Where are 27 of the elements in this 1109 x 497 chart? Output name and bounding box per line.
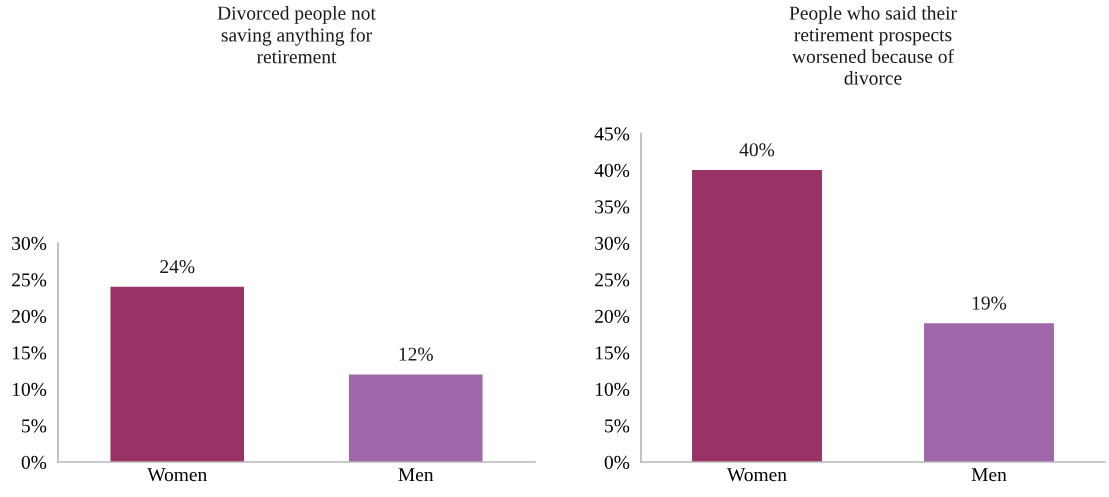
data-label: 19%: [972, 296, 1007, 310]
y-tick-label: 5%: [605, 419, 630, 433]
y-tick-label: 40%: [594, 163, 630, 177]
data-label: 12%: [399, 347, 433, 361]
y-tick-label: 45%: [594, 127, 630, 141]
x-tick-label: Men: [971, 468, 1007, 482]
data-label: 24%: [160, 260, 195, 274]
y-tick-label: 35%: [595, 200, 630, 214]
y-tick-label: 0%: [21, 455, 47, 469]
y-tick-label: 30%: [595, 236, 630, 250]
y-tick-label: 25%: [595, 273, 630, 287]
y-tick-label: 10%: [12, 382, 47, 396]
y-tick-label: 30%: [12, 236, 47, 250]
x-tick-label: Women: [147, 468, 207, 482]
chart-title: Divorced people not saving anything for retirement: [217, 6, 376, 64]
data-label: 40%: [739, 143, 775, 157]
chart-title: People who said their retirement prospects worsened because of divorce: [789, 6, 957, 85]
y-tick-label: 25%: [12, 273, 47, 287]
x-tick-label: Women: [727, 468, 787, 482]
x-tick-label: Men: [398, 468, 434, 482]
y-tick-label: 0%: [604, 455, 630, 469]
y-tick-label: 20%: [12, 309, 47, 323]
y-tick-label: 15%: [12, 346, 47, 360]
y-tick-label: 10%: [595, 382, 630, 396]
y-tick-label: 5%: [22, 419, 47, 433]
y-tick-label: 15%: [595, 346, 630, 360]
y-tick-label: 20%: [595, 309, 630, 323]
